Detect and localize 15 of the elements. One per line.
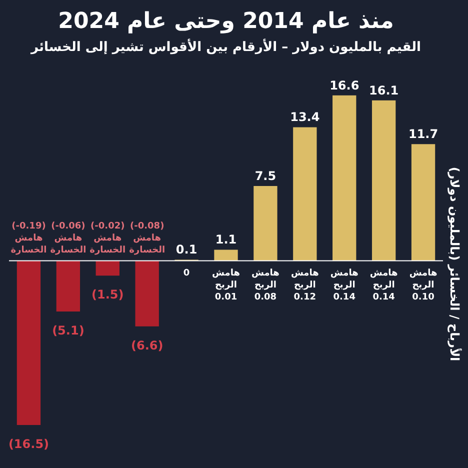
chart-subtitle: القيم بالمليون دولار – الأرقام بين الأقواس تشير إلى الخسائر [30,38,421,55]
data-label: 7.5 [254,169,276,184]
data-label: 1.1 [215,232,237,247]
data-label: 11.7 [408,127,438,142]
data-label: (6.6) [130,338,164,352]
data-label: 16.1 [369,83,399,98]
y-axis-title: الأرباح / الخسائر (بالمليون دولار) [448,166,462,362]
data-label: (16.5) [8,437,50,452]
data-label: 0.1 [176,242,198,257]
data-label: (1.5) [92,288,124,302]
chart-title: منذ عام 2014 وحتى عام 2024 [58,9,394,34]
data-label: 13.4 [290,110,320,124]
data-label: 16.6 [330,78,360,92]
x-tick-label: 0 [183,268,190,279]
data-label: (5.1) [52,323,84,338]
